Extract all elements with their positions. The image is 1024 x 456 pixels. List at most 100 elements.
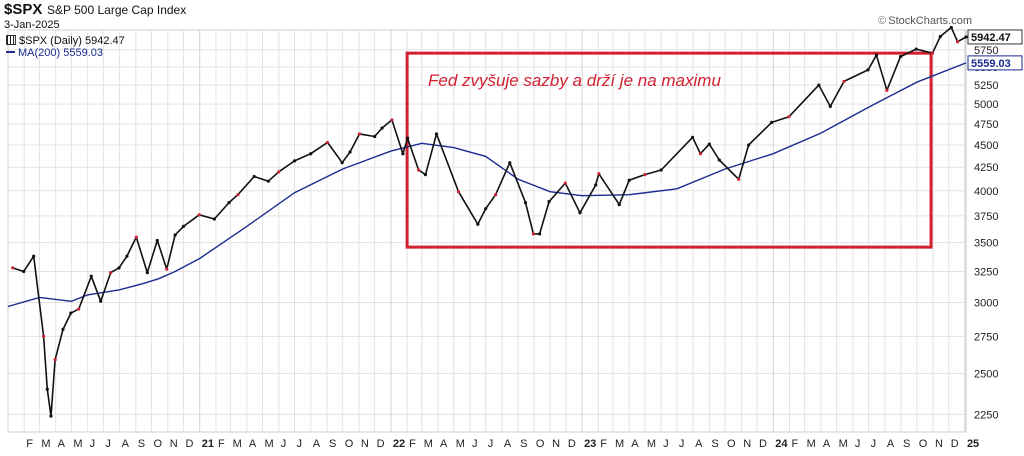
y-tick-label: 5750 bbox=[974, 45, 998, 57]
x-tick-label: J bbox=[855, 438, 861, 450]
chart-grid bbox=[7, 29, 967, 433]
annotation-box bbox=[405, 51, 933, 249]
price-point bbox=[77, 307, 81, 311]
x-tick-label: N bbox=[935, 438, 943, 450]
x-tick-label: J bbox=[105, 438, 111, 450]
axis-layer: 2250 2500 2750 3000 3250 3500 3750 4000 4250 4500… bbox=[26, 29, 1023, 450]
x-tick-label: F bbox=[26, 438, 33, 450]
x-tick-label: A bbox=[122, 438, 130, 450]
price-point bbox=[325, 140, 330, 145]
price-point bbox=[22, 269, 26, 274]
price-point bbox=[898, 54, 903, 59]
price-point bbox=[434, 132, 439, 136]
price-point bbox=[173, 233, 177, 237]
price-point bbox=[787, 115, 791, 119]
price-point bbox=[597, 172, 601, 176]
price-point bbox=[508, 161, 512, 165]
price-point bbox=[348, 150, 352, 154]
price-last-tag-box bbox=[967, 29, 1023, 45]
x-tick-label: D bbox=[185, 438, 193, 450]
x-tick-label: J bbox=[297, 438, 303, 450]
y-tick-label: 4000 bbox=[974, 186, 998, 198]
price-point bbox=[484, 207, 488, 211]
price-point bbox=[828, 104, 832, 109]
price-point bbox=[340, 161, 344, 165]
price-point bbox=[617, 203, 621, 207]
ma-line bbox=[7, 62, 967, 308]
price-point bbox=[523, 201, 528, 205]
x-tick-label: O bbox=[345, 438, 354, 450]
price-point bbox=[817, 83, 821, 87]
price-point bbox=[145, 271, 149, 275]
x-tick-label: M bbox=[424, 438, 433, 450]
price-point bbox=[578, 211, 582, 215]
price-point bbox=[252, 174, 256, 179]
x-tick-label: O bbox=[919, 438, 928, 450]
y-tick-label: 2250 bbox=[974, 409, 998, 421]
x-tick-label: A bbox=[58, 438, 66, 450]
x-tick-label: 25 bbox=[967, 438, 979, 450]
price-point bbox=[659, 168, 663, 172]
price-point bbox=[866, 68, 870, 72]
price-point bbox=[456, 190, 461, 194]
x-tick-label: M bbox=[73, 438, 82, 450]
x-tick-label: O bbox=[536, 438, 545, 450]
x-tick-label: J bbox=[871, 438, 877, 450]
price-point bbox=[737, 177, 741, 181]
x-tick-label: S bbox=[329, 438, 336, 450]
price-swatch-icon bbox=[6, 35, 16, 45]
x-tick-label: M bbox=[807, 438, 816, 450]
chart-symbol: $SPX bbox=[4, 1, 43, 18]
price-point bbox=[11, 266, 15, 270]
x-tick-label: 23 bbox=[584, 438, 596, 450]
x-tick-label: D bbox=[951, 438, 959, 450]
x-tick-label: J bbox=[90, 438, 96, 450]
ma-last-tag-box bbox=[967, 55, 1023, 71]
x-tick-label: A bbox=[440, 438, 448, 450]
x-tick-label: M bbox=[456, 438, 465, 450]
price-point bbox=[61, 327, 65, 331]
price-point bbox=[292, 159, 297, 163]
x-tick-label: A bbox=[504, 438, 512, 450]
x-tick-label: A bbox=[823, 438, 831, 450]
price-point bbox=[309, 152, 313, 156]
x-tick-label: M bbox=[233, 438, 242, 450]
x-tick-label: 21 bbox=[202, 438, 214, 450]
price-point bbox=[45, 387, 49, 391]
x-tick-label: M bbox=[265, 438, 274, 450]
price-point bbox=[538, 232, 542, 236]
price-point bbox=[277, 170, 281, 174]
x-tick-label: D bbox=[759, 438, 767, 450]
source-credit[interactable]: © StockCharts.com bbox=[878, 15, 972, 27]
x-tick-label: A bbox=[695, 438, 703, 450]
x-tick-label: A bbox=[631, 438, 639, 450]
price-point bbox=[390, 118, 394, 122]
price-point bbox=[690, 135, 695, 139]
x-tick-label: N bbox=[361, 438, 369, 450]
price-point bbox=[380, 126, 384, 130]
price-point bbox=[707, 142, 711, 146]
plot-frame bbox=[7, 29, 967, 433]
y-tick-label: 3750 bbox=[974, 211, 998, 223]
price-point bbox=[842, 79, 846, 84]
x-tick-label: J bbox=[281, 438, 287, 450]
y-tick-label: 5250 bbox=[974, 80, 998, 92]
price-point bbox=[547, 200, 551, 204]
y-tick-label: 3500 bbox=[974, 238, 998, 250]
x-tick-label: M bbox=[647, 438, 656, 450]
ma-last-tag: 5559.03 bbox=[967, 55, 1023, 71]
y-tick-label: 3000 bbox=[974, 298, 998, 310]
price-point bbox=[417, 168, 421, 172]
y-tick-label: 4750 bbox=[974, 119, 998, 131]
x-tick-label: A bbox=[887, 438, 895, 450]
legend-price: $SPX (Daily) 5942.47 bbox=[6, 35, 125, 47]
price-point bbox=[770, 120, 774, 124]
y-tick-label: 3250 bbox=[974, 266, 998, 278]
price-line bbox=[12, 26, 967, 417]
x-tick-label: S bbox=[903, 438, 910, 450]
y-tick-label: 5000 bbox=[974, 99, 998, 111]
price-point bbox=[53, 358, 57, 362]
x-tick-label: J bbox=[472, 438, 478, 450]
price-point bbox=[134, 235, 138, 239]
price-point bbox=[357, 132, 362, 136]
